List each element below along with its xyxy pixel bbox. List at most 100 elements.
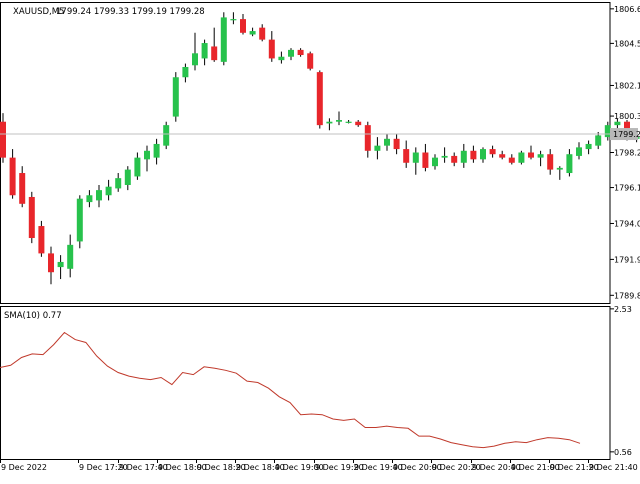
- time-tick-label: 9 Dec 17:20: [79, 463, 128, 472]
- candle-body: [336, 120, 342, 122]
- candle: [528, 145, 534, 160]
- candle: [364, 121, 371, 158]
- candle-body: [307, 53, 314, 69]
- candle: [595, 131, 602, 150]
- candle: [67, 234, 74, 278]
- candle: [28, 191, 35, 244]
- candle-body: [0, 121, 6, 158]
- candle-body: [96, 190, 102, 201]
- indicator-tick-label: 0.56: [614, 448, 632, 457]
- candle-body: [220, 17, 227, 62]
- candle: [134, 152, 141, 180]
- candle-body: [211, 46, 218, 61]
- candle: [441, 147, 448, 163]
- candle: [172, 72, 179, 122]
- candle: [0, 113, 6, 163]
- candle: [556, 166, 563, 180]
- candle-body: [480, 149, 486, 160]
- candle-body: [163, 125, 170, 146]
- candle: [604, 121, 611, 141]
- candle: [288, 48, 294, 61]
- time-tick-label: 9 Dec 21:40: [589, 463, 638, 472]
- candle: [268, 31, 275, 62]
- candle: [316, 70, 323, 129]
- candle-body: [614, 121, 621, 126]
- time-tick-label: 9 Dec 18:40: [236, 463, 285, 472]
- price-tick-label: 1789.85: [614, 291, 640, 300]
- price-tick-label: 1796.15: [614, 184, 640, 193]
- candle: [201, 39, 208, 66]
- candle-body: [412, 152, 419, 163]
- candle: [19, 166, 26, 208]
- candle: [96, 184, 102, 208]
- candle-body: [48, 253, 54, 273]
- candle: [278, 51, 285, 64]
- candle-body: [268, 39, 275, 59]
- candle: [412, 147, 419, 175]
- candle-body: [508, 157, 515, 163]
- candle: [76, 195, 83, 249]
- candle-body: [144, 150, 150, 160]
- price-tick-label: 1802.12: [614, 81, 640, 90]
- candle: [480, 147, 486, 163]
- price-tick-label: 1804.58: [614, 39, 640, 48]
- candle: [220, 12, 227, 66]
- candle: [259, 24, 266, 42]
- time-tick-label: 9 Dec 20:40: [472, 463, 521, 472]
- candle-body: [604, 125, 611, 138]
- candle-body: [499, 154, 506, 158]
- candle: [432, 154, 438, 170]
- time-tick-label: 9 Dec 21:00: [511, 463, 560, 472]
- candle: [336, 111, 342, 126]
- candle: [163, 121, 170, 150]
- candle-body: [86, 195, 93, 203]
- candle-body: [451, 155, 458, 163]
- candle-body: [432, 157, 438, 167]
- candle-body: [278, 56, 285, 61]
- current-price-label: 1799.28: [613, 130, 640, 139]
- price-tick-label: 1791.95: [614, 255, 640, 264]
- candle: [547, 149, 554, 175]
- candle: [374, 137, 381, 160]
- candle: [124, 166, 131, 191]
- price-tick-label: 1800.33: [614, 112, 640, 121]
- candle-body: [38, 226, 45, 254]
- candle: [297, 48, 304, 57]
- candle-body: [28, 196, 35, 239]
- candle-body: [240, 19, 246, 33]
- candle-body: [384, 138, 390, 146]
- candle-body: [288, 49, 294, 57]
- candle-body: [153, 143, 160, 158]
- candle-body: [19, 173, 26, 204]
- time-tick-label: 9 Dec 2022: [1, 463, 47, 472]
- candle-body: [374, 145, 381, 151]
- candle-body: [403, 149, 410, 163]
- time-axis: 9 Dec 2022 9 Dec 17:209 Dec 17:40 9 Dec 18…: [0, 459, 638, 472]
- time-tick-label: 9 Dec 19:40: [354, 463, 403, 472]
- time-tick-label: 9 Dec 18:20: [197, 463, 246, 472]
- candle-body: [230, 19, 237, 21]
- candle-body: [192, 53, 198, 66]
- candle: [144, 145, 150, 172]
- current-price-tag: [610, 128, 638, 141]
- candle: [326, 118, 333, 131]
- candle: [566, 149, 573, 177]
- candle: [211, 27, 218, 62]
- candle: [585, 140, 592, 155]
- candle-body: [259, 27, 266, 40]
- candle-body: [316, 72, 323, 126]
- price-axis: 1806.60 1804.58 1802.12 1800.33 1798.20 1796.…: [610, 5, 640, 300]
- sma-line: [0, 331, 581, 449]
- candle-body: [393, 138, 400, 150]
- candle-body: [355, 121, 362, 126]
- candle-body: [528, 152, 534, 158]
- time-tick-label: 9 Dec 17:40: [119, 463, 168, 472]
- price-candles: [0, 12, 640, 285]
- candle-body: [460, 150, 467, 163]
- candle-body: [182, 66, 189, 78]
- candle-body: [364, 125, 371, 151]
- candle: [105, 179, 112, 201]
- candle-body: [172, 77, 179, 117]
- candle-body: [595, 135, 602, 146]
